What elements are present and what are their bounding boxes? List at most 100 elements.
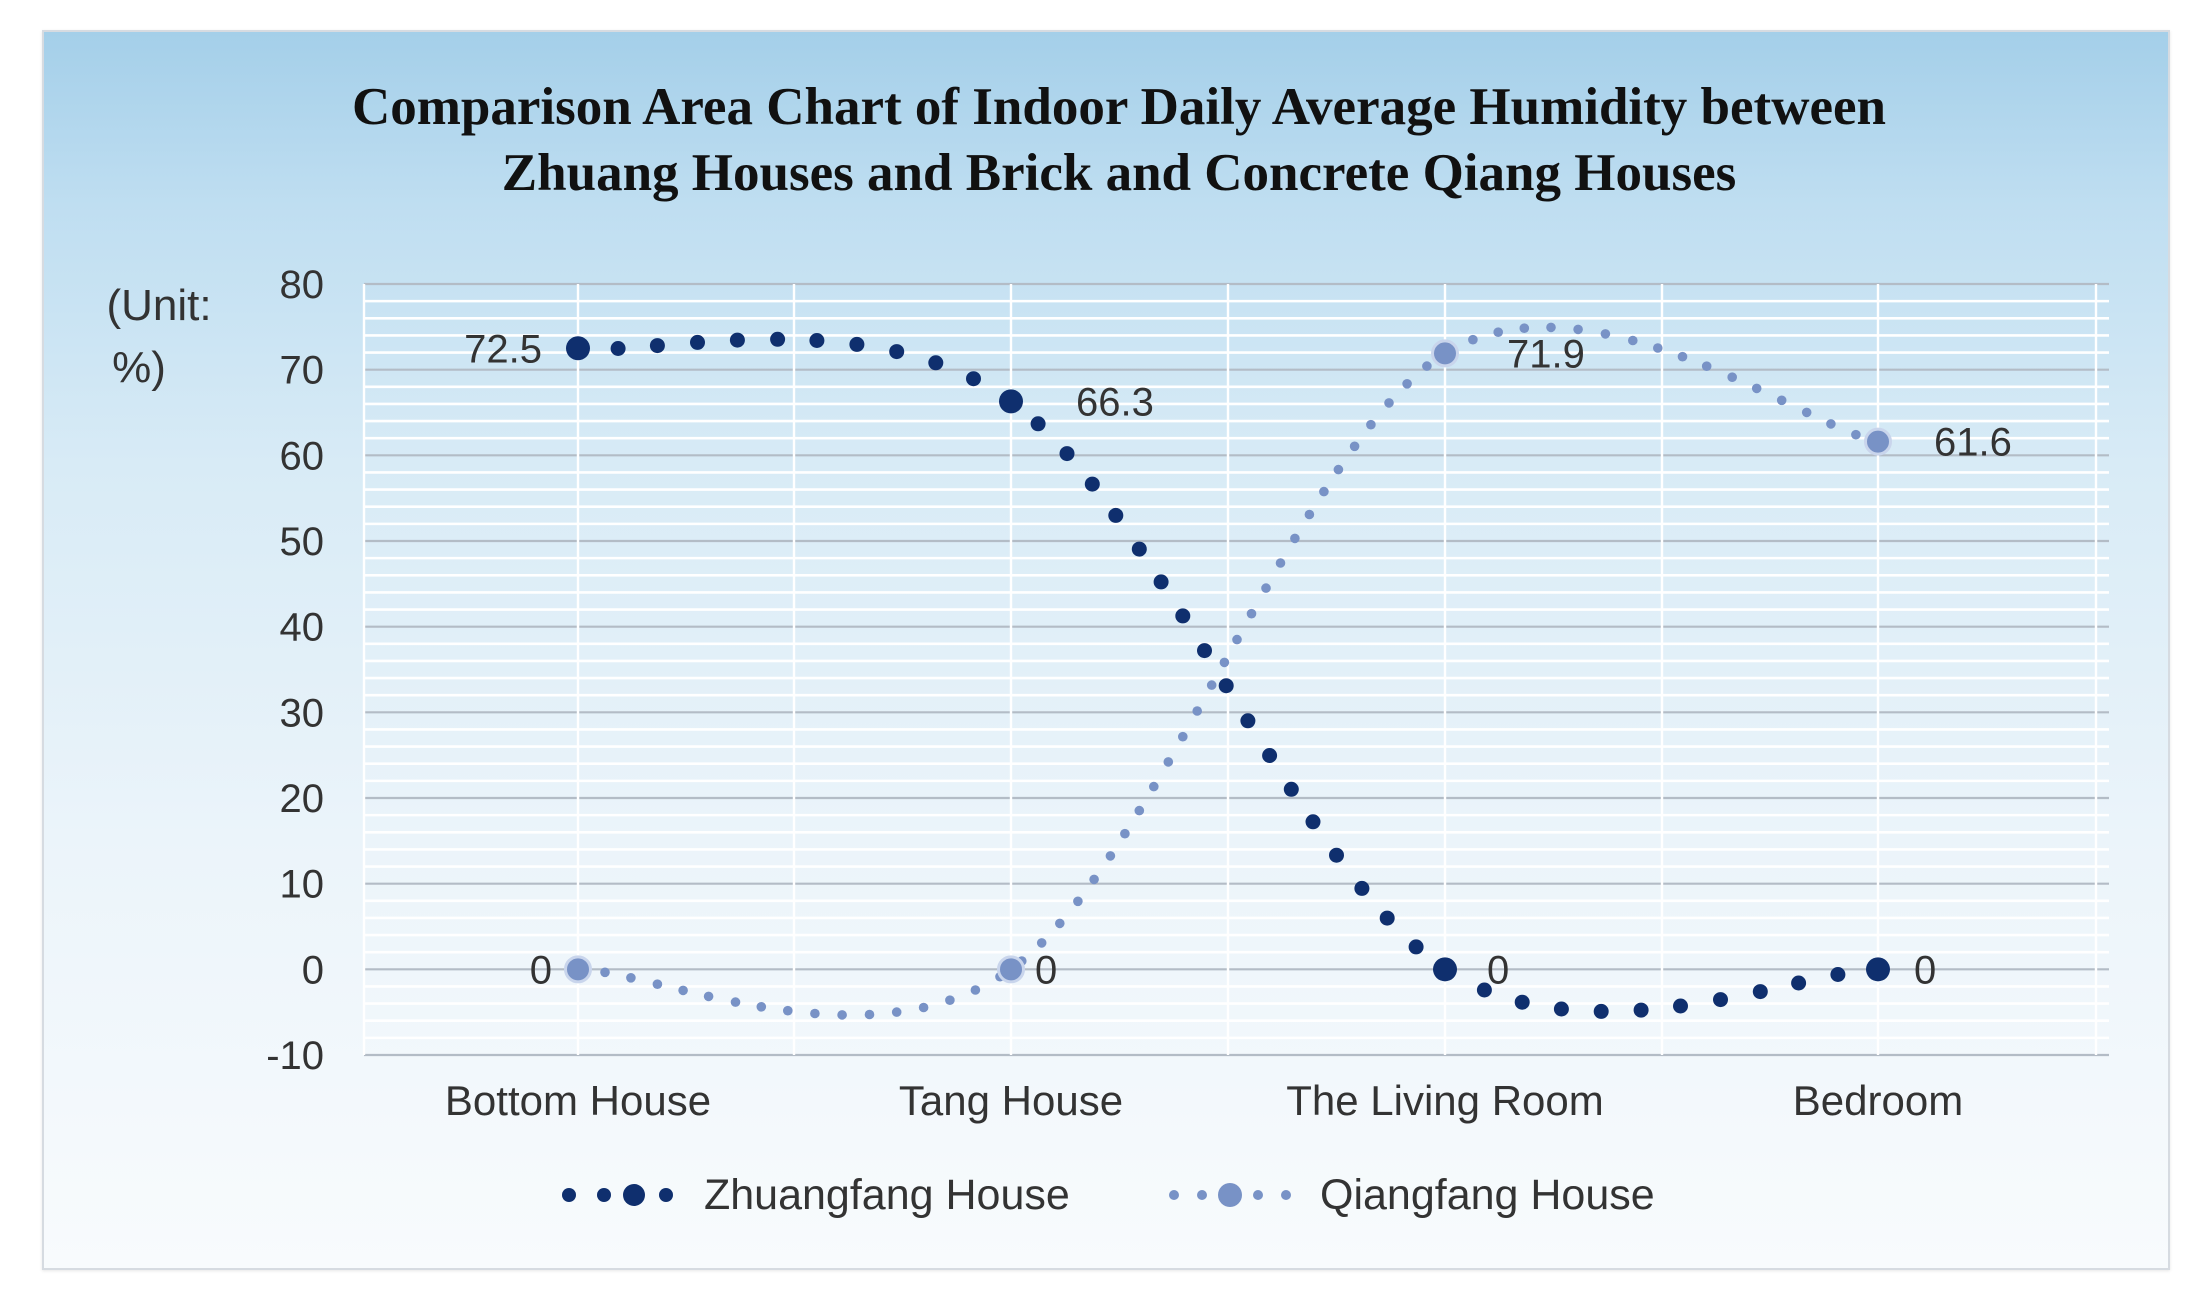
series-0-dots (566, 331, 1890, 1019)
series-dot (1573, 324, 1583, 335)
series-dot (1163, 757, 1174, 767)
series-dot (1073, 896, 1083, 907)
series-dot (1305, 814, 1321, 830)
data-point-marker (1866, 957, 1890, 982)
data-point-marker (997, 955, 1025, 984)
y-tick-label: 60 (280, 434, 325, 478)
series-1-dots (564, 322, 1892, 1020)
series-dot (1240, 713, 1256, 729)
series-dot (1036, 938, 1047, 948)
data-point-marker (1431, 339, 1459, 368)
series-dot (1801, 407, 1812, 418)
series-dot (1546, 322, 1556, 333)
x-category-label: Tang House (899, 1077, 1123, 1124)
series-dot (1493, 327, 1503, 338)
series-dot (770, 331, 786, 347)
legend-dot (1218, 1183, 1242, 1207)
series-dot (1468, 334, 1478, 345)
y-tick-label: 50 (280, 520, 325, 564)
series-dot (730, 997, 741, 1007)
data-point-marker (999, 389, 1023, 414)
series-dot (1178, 731, 1188, 742)
data-label: 61.6 (1934, 421, 2012, 465)
series-dot (1149, 781, 1159, 792)
y-axis-ticks: 80 70 60 50 40 30 20 10 0 -10 (266, 263, 324, 1078)
data-label: 0 (1914, 948, 1936, 992)
series-dot (1519, 323, 1530, 334)
series-dot (1131, 541, 1147, 557)
series-dot (783, 1005, 793, 1016)
series-dot (649, 338, 665, 354)
series-dot (1134, 805, 1145, 816)
series-dot (809, 333, 825, 348)
series-dot (1275, 558, 1286, 568)
series-dot (1830, 967, 1846, 982)
series-dot (849, 336, 865, 352)
series-dot (1304, 509, 1315, 520)
chart-title-line-1: Comparison Area Chart of Indoor Daily Av… (352, 78, 1886, 136)
series-dot (1752, 984, 1768, 1000)
series (564, 322, 1892, 1020)
y-tick-label: 20 (280, 777, 325, 821)
series-dot (1422, 361, 1432, 371)
series-dot (690, 334, 705, 350)
series-dot (1232, 634, 1242, 645)
series-dot (970, 985, 981, 995)
series-dot (1120, 828, 1130, 839)
series-dot (1206, 680, 1217, 690)
series-dot (918, 1002, 929, 1013)
series-dot (1851, 429, 1861, 440)
series-dot (1262, 748, 1278, 763)
legend-dot (1253, 1190, 1263, 1200)
series-dot (1329, 847, 1344, 863)
series-dot (1218, 678, 1234, 694)
data-label: 0 (1035, 948, 1057, 992)
series-dot (1628, 335, 1638, 346)
data-point-marker (1864, 427, 1892, 456)
series-dot (1219, 657, 1230, 668)
series-dot (1476, 982, 1492, 998)
data-label: 0 (530, 948, 552, 992)
series-dot (756, 1002, 767, 1012)
series-dot (1514, 994, 1530, 1010)
legend-dot (1197, 1190, 1207, 1200)
series-dot (652, 979, 663, 989)
series-dot (1089, 874, 1099, 885)
series-dot (1701, 361, 1712, 372)
series-dot (610, 341, 626, 356)
series-dot (729, 332, 745, 348)
series-dot (1653, 343, 1663, 353)
series-dot (1349, 441, 1360, 452)
series-dot (1776, 395, 1787, 406)
legend-dot (597, 1188, 611, 1202)
legend-dot (1169, 1190, 1179, 1200)
series-dot (1105, 851, 1116, 861)
series-dot (1791, 975, 1807, 991)
series-dot (1751, 383, 1762, 394)
series-dot (626, 973, 636, 983)
legend-dot (659, 1188, 673, 1202)
legend-dot (1281, 1190, 1291, 1200)
series-dot (1408, 939, 1424, 955)
chart-svg: Comparison Area Chart of Indoor Daily Av… (106, 78, 2109, 1219)
series-dot (1713, 992, 1728, 1008)
x-category-label: Bedroom (1793, 1077, 1963, 1124)
series-dot (1553, 1001, 1569, 1017)
series-dot (1246, 608, 1257, 619)
y-tick-label: 80 (280, 263, 325, 307)
series-dot (889, 344, 905, 360)
data-point-marker (566, 336, 590, 361)
series-dot (945, 995, 955, 1005)
series-dot (1379, 910, 1395, 926)
series-dot (600, 967, 610, 978)
data-label: 66.3 (1076, 380, 1154, 424)
unit-label-line-1: (Unit: (106, 281, 211, 330)
chart-title-line-2: Zhuang Houses and Brick and Concrete Qia… (502, 144, 1736, 202)
series-dot (864, 1009, 875, 1020)
series-dot (678, 985, 688, 996)
data-label: 72.5 (464, 327, 542, 371)
data-point-marker (564, 955, 592, 984)
x-category-label: Bottom House (445, 1077, 711, 1124)
series-dot (1283, 781, 1299, 797)
series-dot (1677, 351, 1688, 362)
